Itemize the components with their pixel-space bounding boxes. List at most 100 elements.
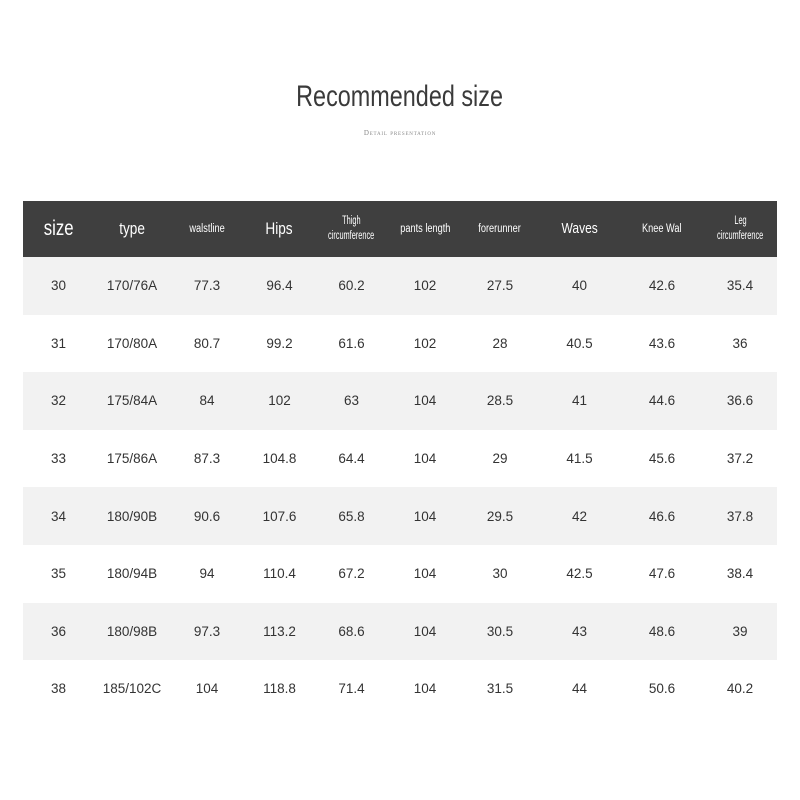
header-knee: Knee Wal [642,222,682,235]
header-waistline: walstline [189,222,225,235]
table-cell: 104.8 [262,451,297,467]
table-cell: 30 [50,278,67,294]
table-header: size type walstline Hips Thigh circumfere… [23,201,777,257]
table-cell: 61.6 [338,335,365,351]
table-cell: 67.2 [338,566,365,582]
table-row: 35 180/94B 94 110.4 67.2 104 30 42.5 47.6 38.4 [23,545,777,603]
table-cell: 110.4 [263,566,296,582]
table-cell: 96.4 [266,278,293,294]
header-size: size [43,217,74,241]
header-leg: Leg circumference [716,215,764,242]
header-thigh: Thigh circumference [328,215,375,242]
table-cell: 38 [50,681,67,697]
table-cell: 43.6 [648,335,676,351]
table-cell: 30.5 [486,623,514,639]
table-cell: 36 [50,623,67,639]
table-cell: 113.2 [263,623,296,639]
table-cell: 37.2 [726,451,754,467]
table-cell: 36.6 [726,393,754,409]
table-cell: 41.5 [566,451,593,467]
table-cell: 50.6 [648,681,676,697]
table-cell: 77.3 [193,278,221,294]
table-cell: 42.5 [566,566,593,582]
table-row: 36 180/98B 97.3 113.2 68.6 104 30.5 43 48.6 39 [23,602,777,661]
table-row: 34 180/90B 90.6 107.6 65.8 104 29.5 42 46.6 37.8 [23,487,777,545]
table-cell: 45.6 [648,451,676,467]
table-cell: 175/86A [106,451,158,467]
table-cell: 29 [492,451,508,467]
table-cell: 39 [732,623,748,639]
table-cell: 104 [413,566,437,582]
table-cell: 46.6 [648,508,676,524]
table-cell: 104 [413,451,437,467]
table-cell: 42 [571,508,588,524]
table-cell: 107.6 [262,508,297,524]
table-cell: 99.2 [266,335,293,351]
table-cell: 33 [50,451,67,467]
table-body: 30 170/76A 77.3 96.4 60.2 102 27.5 40 42.6 35.4 31… [23,257,777,718]
table-cell: 97.3 [193,623,221,639]
table-cell: 31.5 [486,681,514,697]
table-cell: 94 [199,566,215,582]
header-type: type [119,218,145,238]
table-cell: 185/102C [102,681,162,697]
page-subtitle: Detail presentation [363,129,437,137]
table-cell: 102 [413,278,437,294]
table-cell: 87.3 [193,451,221,467]
table-cell: 31 [50,335,67,351]
table-cell: 71.4 [338,681,365,697]
table-cell: 48.6 [648,623,676,639]
page-title: Recommended size [296,80,504,113]
header-waves: Waves [561,220,598,238]
table-cell: 104 [195,681,219,697]
header-pants-length: pants length [399,222,451,235]
table-cell: 43 [571,623,588,639]
table-cell: 84 [199,393,215,409]
table-cell: 44.6 [648,393,676,409]
table-cell: 41 [571,393,588,409]
table-row: 33 175/86A 87.3 104.8 64.4 104 29 41.5 45.6 37.2 [23,430,777,488]
table-cell: 40 [571,278,588,294]
header-forerunner: forerunner [478,222,522,235]
table-cell: 37.8 [726,508,754,524]
table-cell: 63 [343,393,360,409]
table-row: 32 175/84A 84 102 63 104 28.5 41 44.6 36.6 [23,372,777,430]
table-cell: 40.5 [566,335,593,351]
table-cell: 64.4 [338,451,365,467]
table-cell: 32 [50,393,67,409]
table-row: 31 170/80A 80.7 99.2 61.6 102 28 40.5 43.6 36 [23,315,777,373]
table-cell: 35 [50,566,67,582]
table-cell: 102 [413,335,437,351]
table-cell: 38.4 [726,566,754,582]
table-cell: 40.2 [726,681,754,697]
table-cell: 104 [413,393,437,409]
table-cell: 30 [492,566,508,582]
table-row: 30 170/76A 77.3 96.4 60.2 102 27.5 40 42.6 35.4 [23,257,777,315]
table-cell: 104 [413,623,437,639]
table-cell: 27.5 [486,278,514,294]
table-cell: 118.8 [263,681,296,697]
table-cell: 80.7 [193,335,221,351]
table-cell: 29.5 [486,508,514,524]
header-hips: Hips [265,218,294,238]
table-cell: 180/94B [106,566,158,582]
table-cell: 180/90B [106,508,158,524]
table-cell: 28.5 [486,393,514,409]
table-cell: 102 [268,393,291,409]
table-cell: 34 [50,508,67,524]
table-cell: 44 [571,681,588,697]
table-cell: 104 [413,681,437,697]
table-cell: 60.2 [338,278,365,294]
size-table: size type walstline Hips Thigh circumfere… [23,201,777,718]
table-cell: 42.6 [648,278,676,294]
table-cell: 28 [492,335,508,351]
table-cell: 68.6 [338,623,365,639]
table-cell: 175/84A [106,393,158,409]
table-cell: 180/98B [106,623,158,639]
table-cell: 104 [413,508,437,524]
table-cell: 47.6 [648,566,676,582]
table-cell: 65.8 [338,508,365,524]
table-cell: 170/76A [106,278,158,294]
table-cell: 35.4 [726,278,754,294]
table-cell: 170/80A [106,335,158,351]
